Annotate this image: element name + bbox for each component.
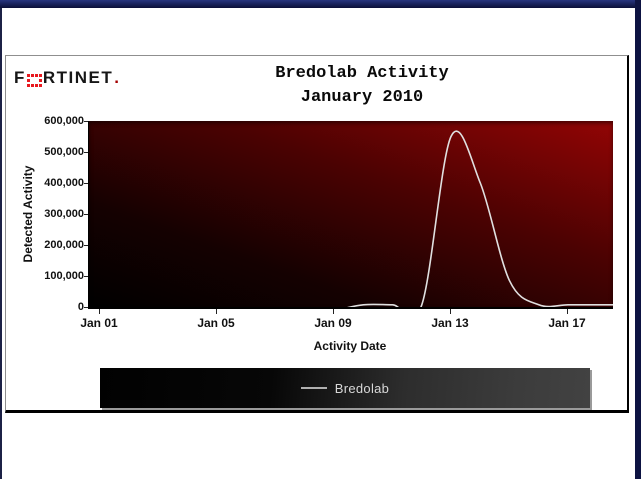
y-tick-label: 500,000	[44, 146, 84, 158]
legend-series-label: Bredolab	[334, 380, 390, 396]
x-tick-mark	[567, 309, 568, 314]
y-tick-mark	[84, 276, 88, 277]
logo-period: .	[114, 68, 121, 87]
x-tick-label: Jan 01	[80, 316, 118, 330]
y-tick-mark	[84, 121, 88, 122]
y-tick-label: 600,000	[44, 115, 84, 127]
legend-line-sample-icon	[300, 387, 327, 389]
legend-bar: Bredolab	[100, 368, 590, 408]
y-tick-mark	[84, 307, 88, 308]
logo-letters-rtinet: RTINET	[42, 68, 114, 87]
bredolab-activity-curve	[346, 130, 613, 307]
x-tick-label: Jan 13	[431, 316, 469, 330]
fortinet-logo: F RTINET .	[14, 68, 121, 88]
chart-title-line2: January 2010	[300, 88, 424, 107]
y-axis-title: Detected Activity	[21, 165, 35, 263]
fortinet-dotted-o-icon	[26, 72, 42, 87]
x-tick-label: Jan 05	[197, 316, 235, 330]
activity-line-chart	[346, 130, 613, 307]
plot-area	[88, 121, 613, 309]
chart-title-line1: Bredolab Activity	[275, 64, 449, 83]
page-right-accent-stripe	[635, 0, 641, 479]
page-top-accent-bar	[0, 0, 641, 8]
x-tick-mark	[450, 309, 451, 314]
chart-title: Bredolab Activity January 2010	[100, 62, 624, 110]
y-tick-mark	[84, 245, 88, 246]
y-tick-label: 0	[77, 301, 84, 313]
y-tick-mark	[84, 183, 88, 184]
y-tick-mark	[84, 214, 88, 215]
x-axis-title: Activity Date	[313, 339, 387, 353]
x-tick-mark	[333, 309, 334, 314]
x-tick-label: Jan 09	[314, 316, 352, 330]
y-tick-label: 300,000	[44, 208, 84, 220]
y-tick-mark	[84, 152, 88, 153]
page-left-edge-line	[0, 8, 2, 479]
y-tick-label: 400,000	[44, 177, 84, 189]
y-tick-label: 200,000	[44, 239, 84, 251]
x-tick-mark	[99, 309, 100, 314]
x-tick-label: Jan 17	[548, 316, 586, 330]
x-tick-mark	[216, 309, 217, 314]
logo-letter-f: F	[14, 68, 26, 87]
y-tick-label: 100,000	[44, 270, 84, 282]
